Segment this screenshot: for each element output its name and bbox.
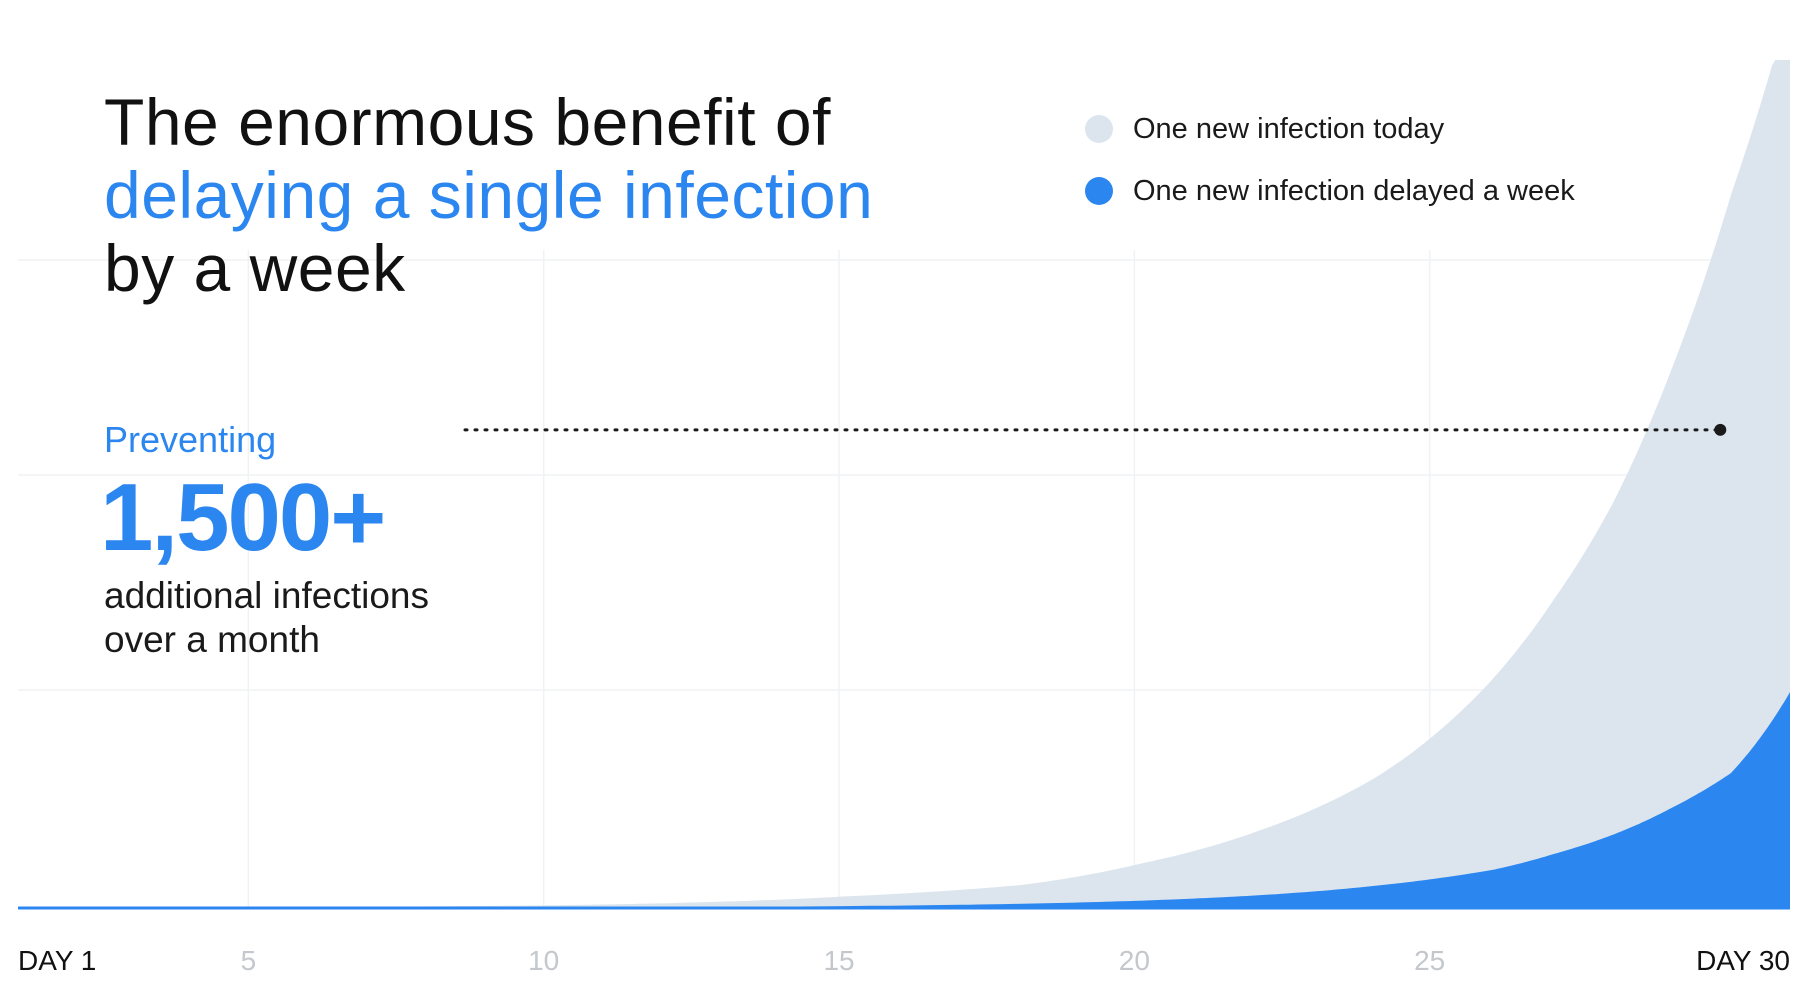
chart-annotation	[463, 423, 1727, 436]
chart-title: The enormous benefit of delaying a singl…	[104, 86, 984, 305]
annotation-marker	[1714, 423, 1727, 436]
x-tick-label-10: 10	[528, 945, 559, 976]
chart-legend: One new infection today One new infectio…	[1085, 98, 1705, 222]
callout-number: 1,500+	[100, 464, 386, 571]
legend-swatch-delayed	[1085, 177, 1113, 205]
legend-swatch-today	[1085, 115, 1113, 143]
x-tick-label-day-1: DAY 1	[18, 945, 96, 976]
x-axis-ticks: DAY 1 5 10 15 20 25 DAY 30	[18, 945, 1790, 976]
title-line-3: by a week	[104, 231, 406, 305]
area-series-today	[18, 60, 1790, 908]
x-tick-label-15: 15	[823, 945, 854, 976]
x-tick-label-day-30: DAY 30	[1696, 945, 1790, 976]
callout-description-line-2: over a month	[104, 619, 320, 660]
callout-description: additional infections over a month	[104, 574, 524, 662]
area-series-delayed	[18, 692, 1790, 908]
legend-item-delayed: One new infection delayed a week	[1085, 160, 1705, 222]
callout-prefix: Preventing	[104, 419, 277, 460]
x-tick-label-5: 5	[241, 945, 257, 976]
callout: Preventing 1,500+ additional infections …	[100, 418, 524, 662]
title-line-1: The enormous benefit of	[104, 85, 831, 159]
legend-label-today: One new infection today	[1133, 112, 1445, 145]
title-line-2: delaying a single infection	[104, 158, 874, 232]
legend-item-today: One new infection today	[1085, 98, 1705, 160]
x-tick-label-20: 20	[1119, 945, 1150, 976]
x-tick-label-25: 25	[1414, 945, 1445, 976]
legend-label-delayed: One new infection delayed a week	[1133, 174, 1575, 207]
callout-description-line-1: additional infections	[104, 575, 429, 616]
chart-areas	[18, 60, 1790, 908]
